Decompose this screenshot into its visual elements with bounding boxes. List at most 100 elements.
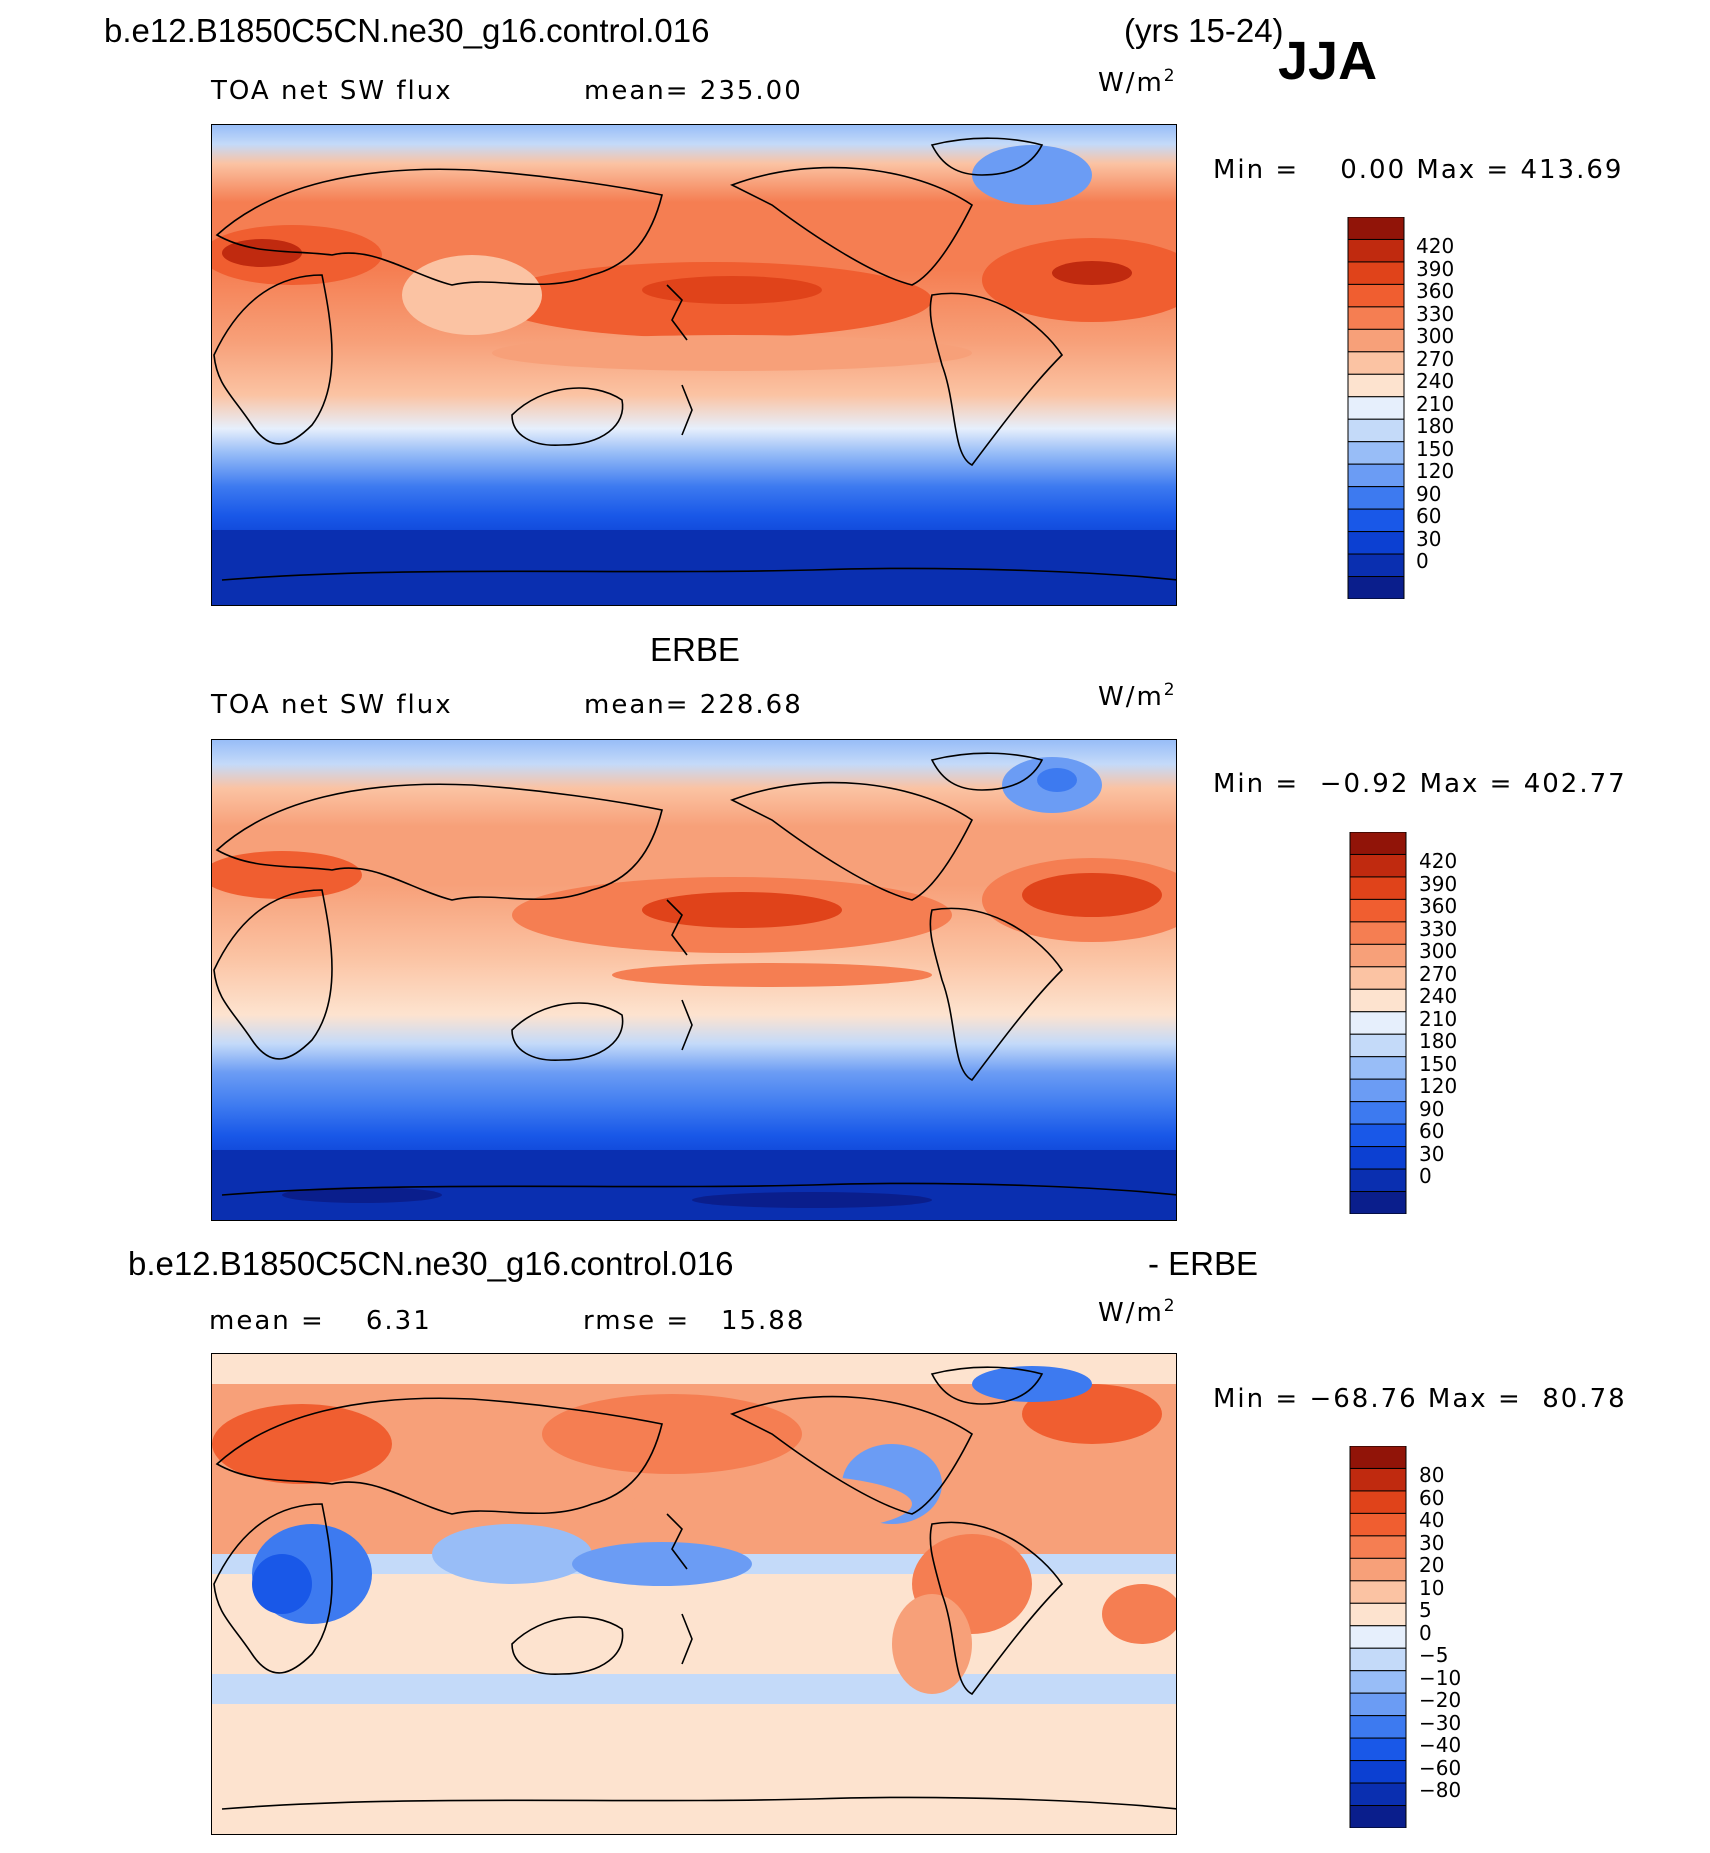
- case-title: b.e12.B1850C5CN.ne30_g16.control.016: [104, 12, 710, 49]
- panel1-colorbar-label: 30: [1416, 526, 1442, 551]
- panel3-colorbar-label: 20: [1419, 1553, 1445, 1578]
- panel1-colorbar-label: 420: [1416, 234, 1455, 259]
- panel1-colorbar-label: 240: [1416, 369, 1455, 394]
- panel2-colorbar-box: [1349, 1101, 1407, 1125]
- panel2-colorbar-label: 60: [1419, 1119, 1445, 1144]
- panel2-colorbar-label: 30: [1419, 1141, 1445, 1166]
- panel2-colorbar-box: [1349, 1123, 1407, 1148]
- years-label: (yrs 15-24): [1124, 12, 1284, 49]
- panel3-colorbar-label: 40: [1419, 1508, 1445, 1533]
- panel1-colorbar-box: [1347, 396, 1405, 420]
- panel2-colorbar-label: 210: [1419, 1006, 1458, 1031]
- panel3-colorbar-label: 60: [1419, 1485, 1445, 1510]
- panel2-map: [211, 739, 1177, 1221]
- panel3-title-left: b.e12.B1850C5CN.ne30_g16.control.016: [128, 1245, 734, 1282]
- panel3-colorbar-box: [1349, 1715, 1407, 1739]
- panel2-colorbar-box: [1349, 1056, 1407, 1080]
- panel1-mean: mean= 235.00: [584, 76, 803, 106]
- panel3-minmax: Min = −68.76 Max = 80.78: [1213, 1384, 1627, 1414]
- panel2-colorbar-box: [1349, 966, 1407, 990]
- panel2-minmax: Min = −0.92 Max = 402.77: [1213, 769, 1627, 799]
- panel1-colorbar-label: 360: [1416, 279, 1455, 304]
- panel3-colorbar-box: [1349, 1670, 1407, 1694]
- panel1-colorbar-label: 0: [1416, 549, 1429, 574]
- panel1-colorbar-label: 180: [1416, 414, 1455, 439]
- panel1-colorbar-label: 390: [1416, 256, 1455, 281]
- panel3-colorbar-box: [1349, 1692, 1407, 1717]
- panel2-colorbar-box: [1349, 898, 1407, 923]
- panel3-colorbar-label: −80: [1419, 1778, 1462, 1803]
- panel2-colorbar-label: 330: [1419, 916, 1458, 941]
- panel3-mean: mean = 6.31: [209, 1306, 432, 1336]
- panel1-colorbar-box: [1347, 216, 1405, 240]
- panel3-colorbar-box: [1349, 1782, 1407, 1807]
- panel3-colorbar-box: [1349, 1535, 1407, 1559]
- panel2-source: ERBE: [650, 631, 740, 668]
- panel3-colorbar-box: [1349, 1760, 1407, 1784]
- panel2-colorbar-box: [1349, 1078, 1407, 1103]
- panel2-colorbar-box: [1349, 831, 1407, 855]
- panel1-colorbar-box: [1347, 373, 1405, 398]
- panel2-mean: mean= 228.68: [584, 690, 803, 720]
- panel1-colorbar-box: [1347, 553, 1405, 578]
- panel3-colorbar-labels: 80 60 40 30 20 10 5 0 −5 −10 −20 −30 −40 −60 −80: [1419, 1446, 1499, 1828]
- panel2-colorbar-box: [1349, 1168, 1407, 1193]
- panel1-colorbar-label: 330: [1416, 301, 1455, 326]
- panel2-colorbar-box: [1349, 943, 1407, 968]
- panel2-colorbar-label: 120: [1419, 1074, 1458, 1099]
- panel3-colorbar-box: [1349, 1490, 1407, 1514]
- panel1-colorbar-label: 300: [1416, 324, 1455, 349]
- panel1-colorbar-label: 210: [1416, 391, 1455, 416]
- panel3-colorbar-label: −40: [1419, 1733, 1462, 1758]
- panel3-colorbar-box: [1349, 1805, 1407, 1829]
- panel3-colorbar-label: 30: [1419, 1530, 1445, 1555]
- panel2-colorbar-label: 360: [1419, 894, 1458, 919]
- panel1-colorbar-box: [1347, 576, 1405, 600]
- panel3-colorbar-label: −30: [1419, 1710, 1462, 1735]
- panel3-colorbar-label: 80: [1419, 1463, 1445, 1488]
- panel2-colorbar-label: 180: [1419, 1029, 1458, 1054]
- panel1-colorbar-box: [1347, 508, 1405, 533]
- panel2-colorbar-box: [1349, 1033, 1407, 1058]
- panel1-colorbar-box: [1347, 463, 1405, 488]
- panel3-rmse: rmse = 15.88: [583, 1306, 806, 1336]
- panel2-colorbar-box: [1349, 1011, 1407, 1035]
- panel2-colorbar-label: 240: [1419, 984, 1458, 1009]
- panel1-colorbar-box: [1347, 283, 1405, 308]
- panel1-minmax: Min = 0.00 Max = 413.69: [1213, 155, 1624, 185]
- panel1-colorbar-label: 150: [1416, 436, 1455, 461]
- panel1-colorbar-box: [1347, 306, 1405, 330]
- panel2-units: W/m2: [1098, 680, 1177, 712]
- panel3-colorbar-label: −60: [1419, 1755, 1462, 1780]
- panel1-colorbar-label: 120: [1416, 459, 1455, 484]
- panel2-colorbar-label: 150: [1419, 1051, 1458, 1076]
- panel3-colorbar-box: [1349, 1557, 1407, 1582]
- panel3-colorbar-label: 10: [1419, 1575, 1445, 1600]
- panel3-colorbar-box: [1349, 1512, 1407, 1537]
- panel2-variable: TOA net SW flux: [211, 690, 453, 720]
- panel3-colorbar-box: [1349, 1445, 1407, 1469]
- panel1-colorbar-box: [1347, 441, 1405, 465]
- panel3-colorbar-box: [1349, 1647, 1407, 1672]
- panel2-colorbar-label: 390: [1419, 871, 1458, 896]
- panel3-map: [211, 1353, 1177, 1835]
- panel1-map: [211, 124, 1177, 606]
- panel3-colorbar: [1349, 1445, 1407, 1833]
- panel1-units: W/m2: [1098, 66, 1177, 98]
- panel3-colorbar-label: −10: [1419, 1665, 1462, 1690]
- panel3-colorbar-label: 0: [1419, 1620, 1432, 1645]
- panel1-colorbar-box: [1347, 418, 1405, 443]
- panel2-colorbar-box: [1349, 988, 1407, 1013]
- panel1-colorbar: [1347, 216, 1405, 604]
- panel3-colorbar-label: 5: [1419, 1598, 1432, 1623]
- panel1-variable: TOA net SW flux: [211, 76, 453, 106]
- panel1-colorbar-box: [1347, 531, 1405, 555]
- panel2-colorbar-box: [1349, 1146, 1407, 1170]
- panel3-colorbar-label: −20: [1419, 1688, 1462, 1713]
- panel1-colorbar-box: [1347, 328, 1405, 353]
- panel2-colorbar-box: [1349, 853, 1407, 878]
- panel1-colorbar-box: [1347, 486, 1405, 510]
- panel2-colorbar-label: 420: [1419, 849, 1458, 874]
- panel1-colorbar-label: 270: [1416, 346, 1455, 371]
